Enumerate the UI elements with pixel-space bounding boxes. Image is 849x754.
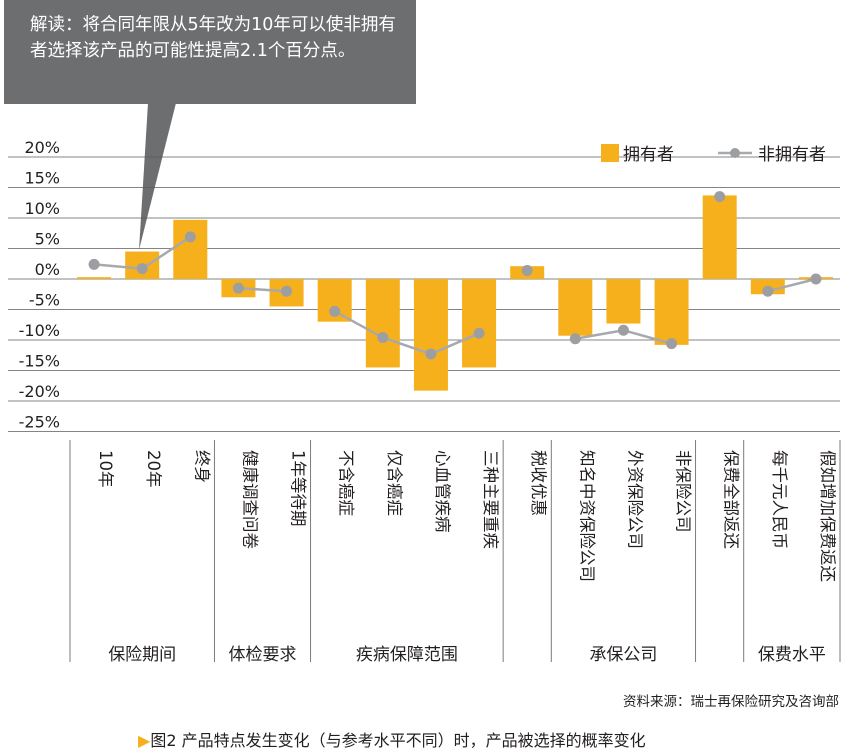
caption-text: 图2 产品特点发生变化（与参考水平不同）时，产品被选择的概率变化 xyxy=(150,731,646,750)
point-non-owner xyxy=(88,258,100,270)
y-tick-label: 5% xyxy=(35,230,60,249)
y-tick-label: -15% xyxy=(19,352,60,371)
line-segment-non-owner xyxy=(767,277,817,293)
y-tick-label: 15% xyxy=(24,169,60,188)
y-tick-label: 10% xyxy=(24,199,60,218)
bar-owner xyxy=(462,279,497,368)
bar-owner xyxy=(654,279,689,345)
point-non-owner xyxy=(425,348,437,360)
line-segment-non-owner xyxy=(334,310,480,356)
y-tick-label: -10% xyxy=(19,321,60,340)
bar-owner xyxy=(558,279,593,336)
x-tick-label: 税收优惠 xyxy=(529,450,548,516)
x-tick-label: 20年 xyxy=(144,450,163,488)
group-label: 承保公司 xyxy=(589,645,657,665)
y-tick-label: 0% xyxy=(35,260,60,279)
caption-marker-icon: ▶ xyxy=(138,731,151,750)
x-tick-label: 每千元人民币 xyxy=(770,450,789,549)
x-tick-label: 10年 xyxy=(96,450,115,488)
y-tick-label: -25% xyxy=(19,413,60,432)
point-non-owner xyxy=(136,263,148,275)
group-label: 体检要求 xyxy=(229,645,297,665)
source-note: 资料来源：瑞士再保险研究及咨询部 xyxy=(623,694,839,710)
bar-owner xyxy=(606,279,641,324)
legend-non-owner-marker xyxy=(730,148,740,158)
point-non-owner xyxy=(521,264,533,276)
x-tick-label: 知名中资保险公司 xyxy=(577,450,596,582)
legend-non-owner-label: 非拥有者 xyxy=(758,145,826,165)
point-non-owner xyxy=(377,332,389,344)
legend: 拥有者 非拥有者 xyxy=(601,144,826,165)
legend-owner-label: 拥有者 xyxy=(623,145,674,165)
y-tick-label: -5% xyxy=(29,291,60,310)
group-label: 保费水平 xyxy=(758,645,826,665)
x-tick-label: 健康调查问卷 xyxy=(240,450,259,550)
x-tick-label: 仅含癌症 xyxy=(385,450,404,516)
point-non-owner xyxy=(569,333,581,345)
non-owner-line xyxy=(88,191,822,360)
owner-bars xyxy=(77,195,833,391)
x-tick-label: 非保险公司 xyxy=(674,450,693,533)
x-tick-label: 心血管疾病 xyxy=(433,450,452,533)
callout-background xyxy=(4,0,416,104)
x-tick-label: 保费全部返还 xyxy=(722,450,741,550)
y-tick-label: -20% xyxy=(19,382,60,401)
bar-owner xyxy=(77,277,112,279)
bar-owner xyxy=(702,195,737,279)
point-non-owner xyxy=(232,282,244,294)
point-non-owner xyxy=(617,324,629,336)
point-non-owner xyxy=(473,327,485,339)
x-tick-label: 假如增加保费返还 xyxy=(818,450,837,583)
x-tick-label: 三种主要重疾 xyxy=(481,450,500,549)
x-tick-label: 1年等待期 xyxy=(289,450,308,527)
point-non-owner xyxy=(666,338,678,350)
bar-owner xyxy=(413,279,448,391)
point-non-owner xyxy=(184,231,196,243)
point-non-owner xyxy=(329,305,341,317)
bar-owner xyxy=(365,279,400,368)
point-non-owner xyxy=(714,191,726,203)
point-non-owner xyxy=(810,273,822,285)
x-axis-category-labels: 10年 20年 终身 健康调查问卷 1年等待期 不含癌症 仅含癌症 心血管疾病 三种主要重疾 税收… xyxy=(96,450,837,583)
y-axis-ticks: 20% 15% 10% 5% 0% -5% -10% -15% -20% -25% xyxy=(19,138,60,432)
x-axis-group-labels: 保险期间 体检要求 疾病保障范围 承保公司 保费水平 xyxy=(69,440,841,665)
y-tick-label: 20% xyxy=(24,138,60,157)
point-non-owner xyxy=(281,285,293,297)
point-non-owner xyxy=(762,285,774,297)
figure-caption: ▶图2 产品特点发生变化（与参考水平不同）时，产品被选择的概率变化 xyxy=(138,727,646,751)
group-label: 疾病保障范围 xyxy=(356,645,458,665)
bar-owner xyxy=(173,219,208,279)
group-label: 保险期间 xyxy=(108,645,176,665)
callout-text: 解读：将合同年限从5年改为10年可以使非拥有者选择该产品的可能性提高2.1个百分… xyxy=(30,15,396,61)
callout-pointer xyxy=(139,103,176,250)
chart-gridlines xyxy=(8,156,840,432)
callout-box xyxy=(4,0,416,250)
x-tick-label: 外资保险公司 xyxy=(625,450,644,549)
x-tick-label: 终身 xyxy=(192,450,211,483)
line-segment-non-owner xyxy=(238,286,287,293)
x-tick-label: 不含癌症 xyxy=(337,450,356,516)
legend-owner-swatch xyxy=(601,144,619,162)
